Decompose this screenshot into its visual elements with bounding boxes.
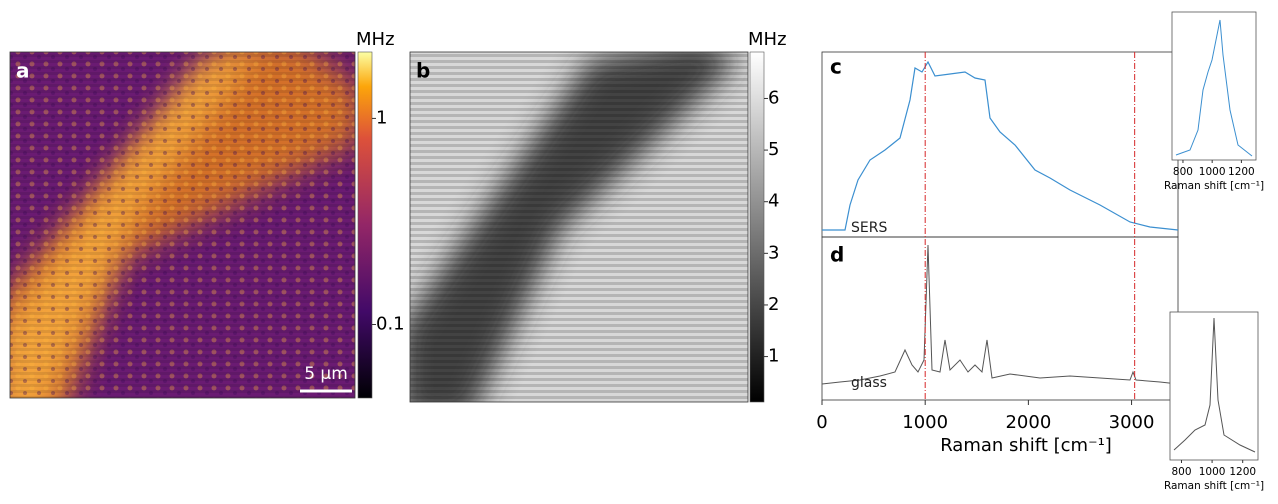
scale-bar-label: 5 μm	[304, 364, 348, 384]
colorbar-tick-label: 1	[768, 346, 779, 367]
colorbar-tick-label: 2	[768, 294, 779, 315]
inset-2-spectrum	[1173, 317, 1256, 453]
trace-label: glass	[851, 375, 887, 391]
colorbar-tick-label: 6	[768, 87, 779, 108]
colorbar-tick-label: 5	[768, 139, 779, 160]
trace-label: SERS	[851, 220, 887, 236]
inset-tick-label: 1000	[1199, 466, 1226, 478]
x-tick-label: 1000	[902, 412, 948, 433]
colorbar-b	[749, 51, 765, 403]
image-b	[410, 52, 748, 402]
inset-axis-label: Raman shift [cm⁻¹]	[1164, 480, 1264, 492]
panel-label: b	[416, 59, 430, 83]
sers-spectrum	[822, 60, 1179, 231]
x-tick-label: 0	[816, 412, 827, 433]
panel-c-frame	[821, 51, 1179, 238]
inset-tick-label: 800	[1171, 466, 1191, 478]
colorbar-tick-label: 0.1	[376, 314, 405, 335]
inset-tick-label: 800	[1173, 166, 1193, 178]
colorbar-tick-label: 4	[768, 191, 779, 212]
x-axis-label: Raman shift [cm⁻¹]	[940, 435, 1112, 456]
panel-label: d	[830, 243, 844, 267]
inset-1-spectrum	[1175, 19, 1253, 157]
inset-2-frame	[1169, 311, 1259, 461]
inset-tick-label: 1000	[1199, 166, 1226, 178]
x-tick-label: 3000	[1109, 412, 1155, 433]
colorbar-a	[357, 51, 373, 399]
x-tick-label: 2000	[1005, 412, 1051, 433]
inset-tick-label: 1200	[1229, 466, 1256, 478]
colorbar-tick-label: 3	[768, 242, 779, 263]
inset-1-frame	[1171, 11, 1257, 161]
image-a	[10, 52, 355, 398]
inset-axis-label: Raman shift [cm⁻¹]	[1164, 180, 1264, 192]
inset-tick-label: 1200	[1228, 166, 1255, 178]
colorbar-tick-label: 1	[376, 107, 387, 128]
panel-label: a	[16, 59, 30, 83]
colorbar-unit: MHz	[748, 29, 787, 50]
colorbar-unit: MHz	[356, 29, 395, 50]
glass-spectrum	[821, 244, 1179, 385]
panel-label: c	[830, 55, 842, 79]
